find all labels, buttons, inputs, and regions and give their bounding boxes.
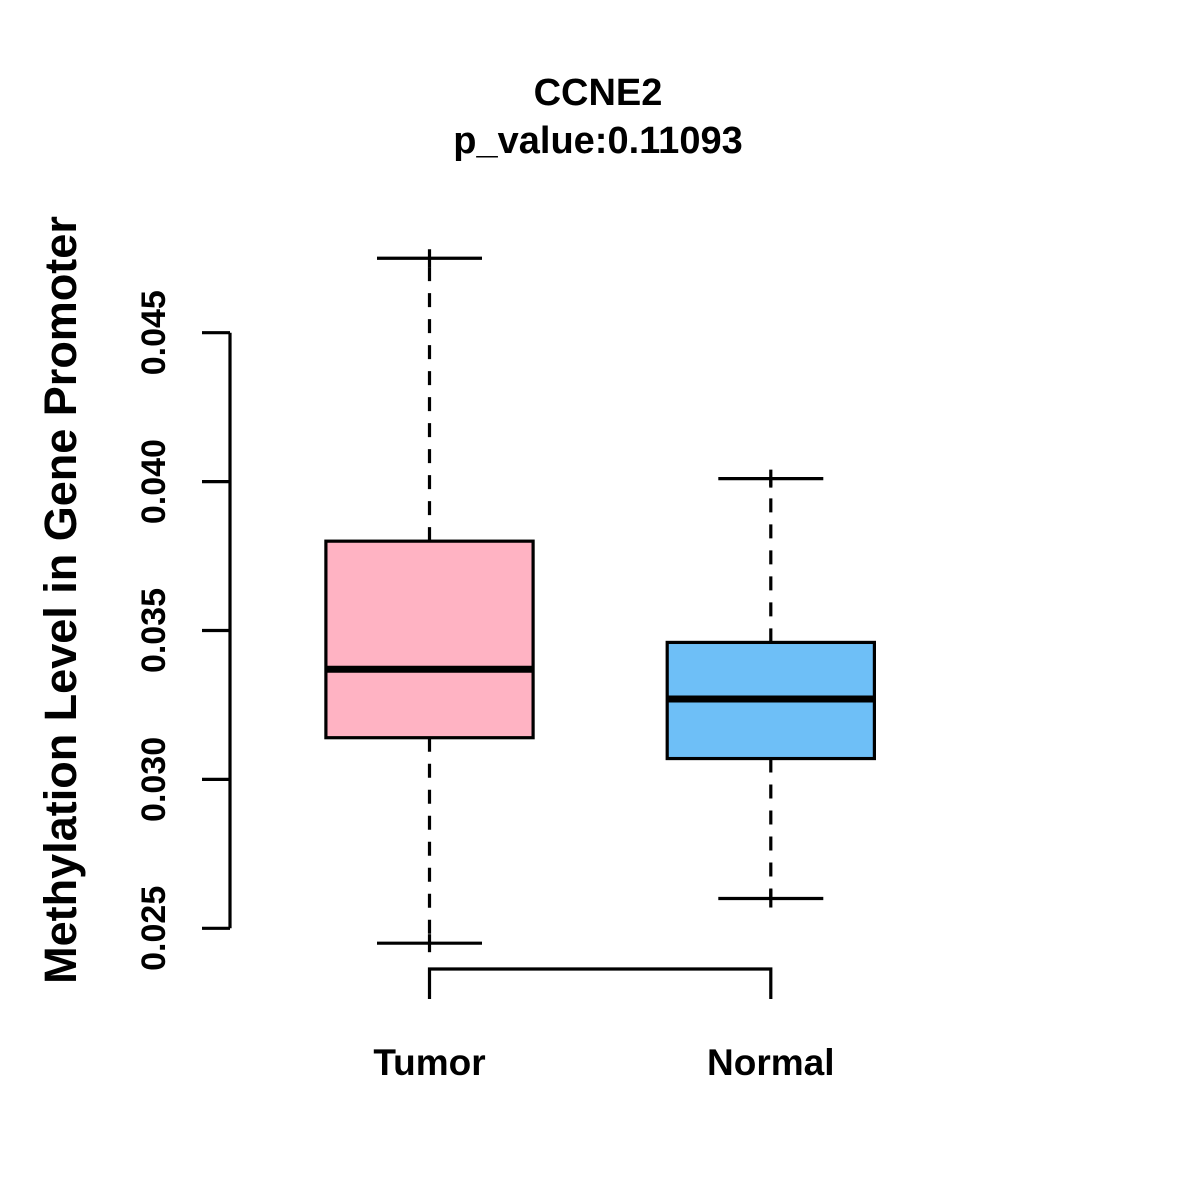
x-category-label-normal: Normal [707,1042,834,1083]
x-axis: Tumor Normal [373,967,835,1083]
y-axis: 0.025 0.030 0.035 0.040 0.045 [135,290,232,971]
plot-area [324,249,877,953]
chart-title: CCNE2 [534,72,663,114]
y-tick-label-1: 0.030 [135,737,173,822]
y-tick-label-0: 0.025 [135,886,173,971]
x-axis-bracket [427,967,773,999]
x-category-label-tumor: Tumor [373,1042,485,1083]
y-axis-label: Methylation Level in Gene Promoter [35,216,86,984]
chart-subtitle: p_value:0.11093 [453,120,742,162]
y-tick-label-3: 0.040 [135,439,173,524]
y-tick-label-4: 0.045 [135,290,173,375]
tumor-box [324,539,535,740]
y-tick-label-2: 0.035 [135,588,173,673]
